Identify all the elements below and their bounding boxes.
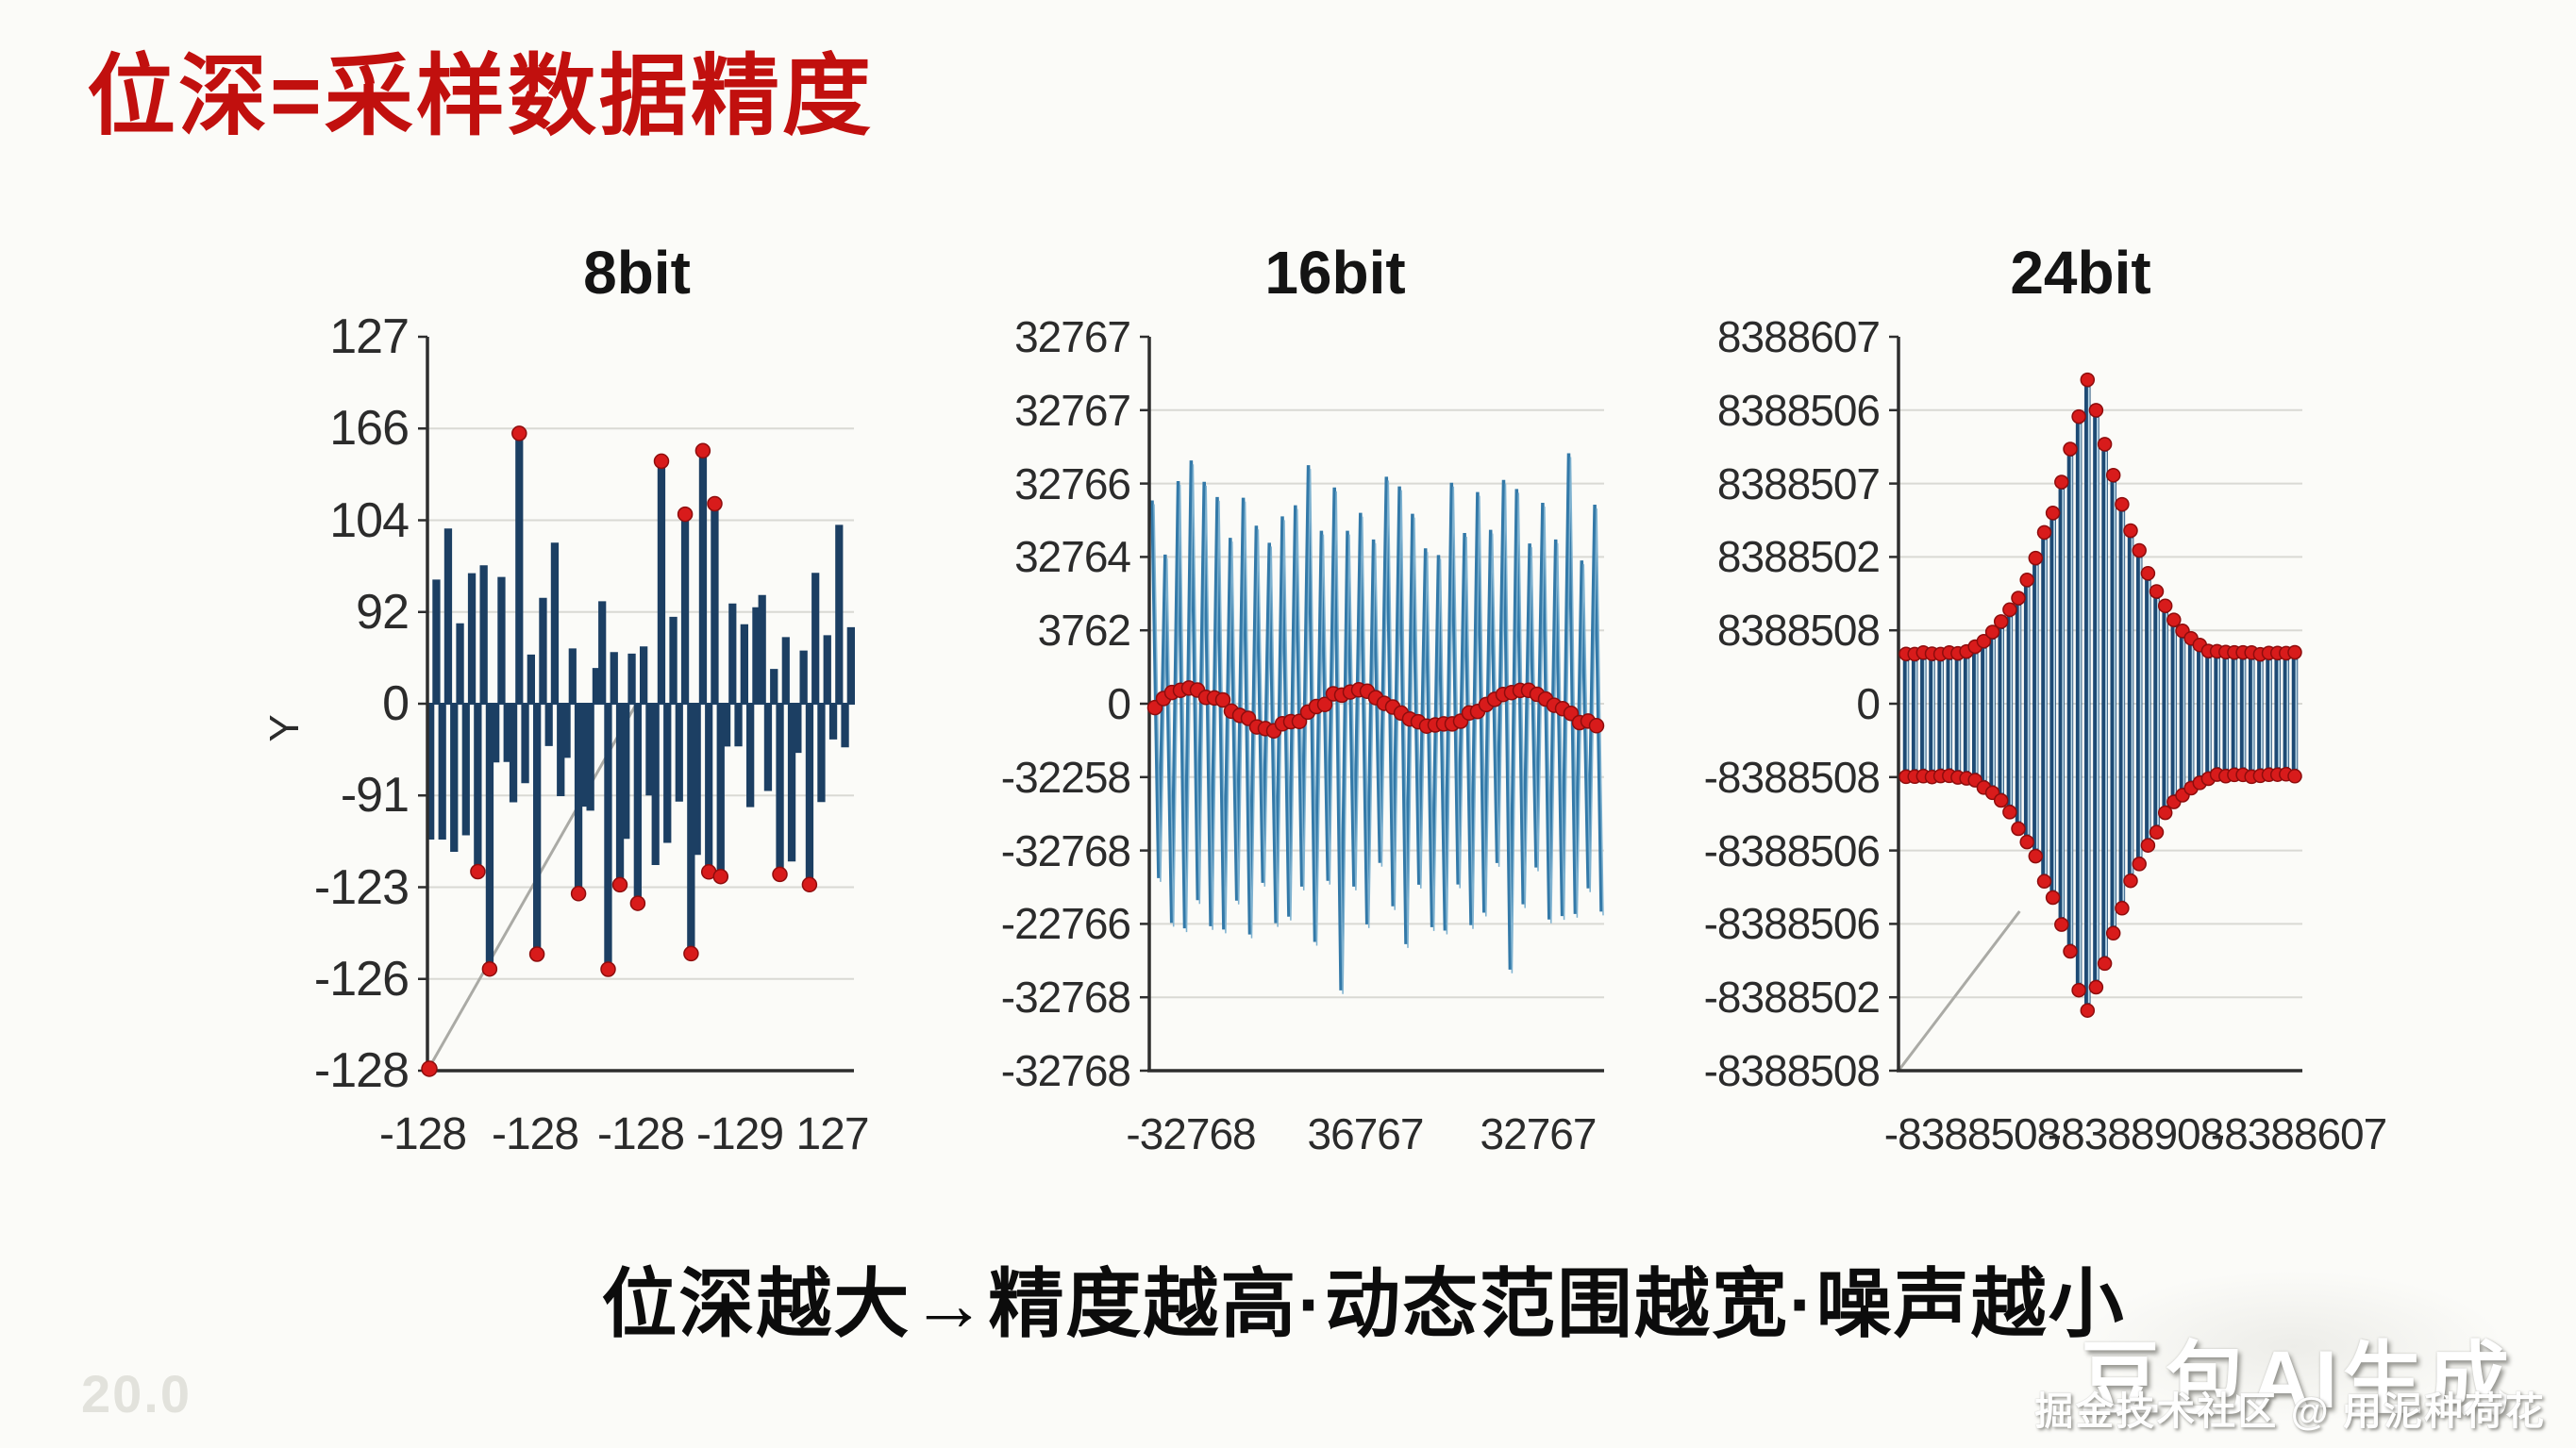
peak-marker-dot	[2080, 372, 2096, 388]
peak-marker-dot	[801, 876, 818, 893]
peak-marker-dot	[2140, 838, 2156, 853]
peak-marker-dot	[2132, 542, 2147, 558]
chart-24bit-plot	[1889, 335, 2302, 1073]
peak-marker-dot	[629, 895, 646, 911]
peak-marker-dot	[2088, 403, 2104, 418]
peak-marker-dot	[1993, 614, 2009, 629]
summary-text: 位深越大→精度越高·动态范围越宽·噪声越小	[601, 1262, 2126, 1346]
peak-marker-dot	[421, 1060, 438, 1077]
peak-marker-dot	[2157, 598, 2173, 613]
peak-marker-dot	[2036, 874, 2052, 890]
peak-marker-dot	[707, 495, 723, 512]
peak-marker-dot	[2097, 437, 2113, 452]
peak-marker-dot	[2132, 857, 2147, 872]
peak-marker-dot	[511, 425, 527, 441]
peak-marker-dot	[2002, 602, 2017, 618]
peak-marker-dot	[1214, 691, 1231, 708]
peak-marker-dot	[2054, 917, 2069, 932]
peak-marker-dot	[677, 506, 694, 523]
peak-marker-dot	[2063, 441, 2078, 457]
peak-marker-dot	[2287, 644, 2302, 660]
peak-marker-dot	[2115, 901, 2130, 916]
peak-marker-dot	[2028, 848, 2044, 864]
watermark: 豆包AI生成 掘金技术社区 @ 用泥种荷花	[2010, 1245, 2576, 1448]
peak-marker-dot	[694, 442, 711, 459]
chart-title-24bit: 24bit	[2010, 239, 2151, 307]
peak-marker-dot	[2011, 821, 2026, 837]
watermark-main-text: 豆包AI生成	[2080, 1335, 2514, 1425]
peak-marker-dot	[1976, 633, 1992, 649]
peak-marker-dot	[1984, 624, 2000, 640]
peak-marker-dot	[2149, 824, 2165, 841]
peak-marker-dot	[2123, 873, 2138, 889]
peak-marker-dot	[2019, 834, 2034, 850]
peak-marker-dot	[2071, 982, 2086, 998]
peak-marker-dot	[470, 863, 486, 880]
peak-marker-dot	[2063, 943, 2078, 959]
peak-marker-dot	[2287, 769, 2302, 784]
peak-marker-dot	[2019, 573, 2034, 588]
chart-title-8bit: 8bit	[583, 239, 691, 307]
peak-marker-dot	[2054, 474, 2069, 490]
watermark-sub-text: 掘金技术社区 @ 用泥种荷花	[2034, 1390, 2546, 1433]
peak-marker-dot	[2071, 408, 2086, 424]
peak-marker-dot	[528, 946, 545, 962]
peak-marker-dot	[2115, 496, 2130, 512]
page-title: 位深=采样数据精度	[87, 46, 874, 145]
chart-title-16bit: 16bit	[1264, 239, 1406, 307]
peak-marker-dot	[611, 876, 628, 893]
peak-marker-dot	[2080, 1003, 2096, 1018]
peak-marker-dot	[712, 868, 729, 885]
chart-16bit-plot	[1140, 335, 1605, 1073]
peak-marker-dot	[2097, 956, 2113, 972]
peak-marker-dot	[2045, 890, 2061, 906]
peak-marker-dot	[600, 961, 616, 977]
chart-8bit-plot	[418, 335, 855, 1077]
peak-marker-dot	[1588, 718, 1605, 734]
peak-marker-dot	[2166, 612, 2182, 627]
peak-marker-dot	[2002, 805, 2017, 820]
peak-marker-dot	[2105, 467, 2121, 483]
peak-marker-dot	[772, 866, 788, 883]
peak-marker-dot	[2011, 591, 2026, 606]
peak-marker-dot	[1993, 792, 2009, 808]
peak-marker-dot	[2157, 805, 2173, 821]
peak-marker-dot	[1316, 696, 1333, 713]
peak-marker-dot	[2105, 925, 2121, 941]
peak-marker-dot	[2123, 523, 2138, 539]
peak-marker-dot	[481, 960, 498, 977]
corner-faint-text: 20.0	[81, 1364, 192, 1423]
peak-marker-dot	[2149, 584, 2165, 599]
peak-marker-dot	[2088, 979, 2104, 995]
peak-marker-dot	[683, 945, 699, 962]
peak-marker-dot	[2028, 550, 2044, 566]
peak-marker-dot	[653, 453, 670, 470]
peak-marker-dot	[2036, 524, 2052, 541]
peak-marker-dot	[2045, 506, 2061, 521]
peak-marker-dot	[570, 886, 587, 902]
peak-marker-dot	[2140, 566, 2156, 581]
